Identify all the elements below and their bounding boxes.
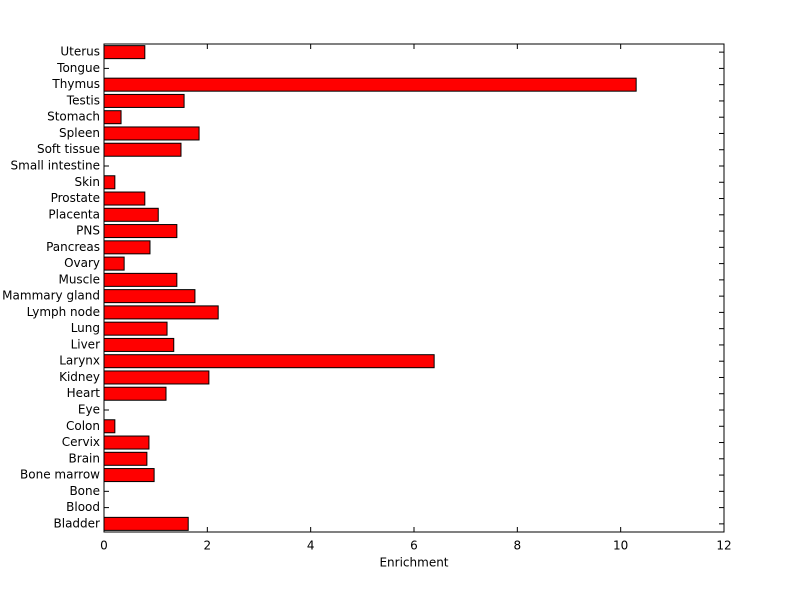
x-tick-label: 6 (410, 539, 418, 553)
bar (103, 142, 182, 157)
y-tick-label: Testis (66, 93, 100, 107)
y-tick-label: Liver (71, 337, 101, 351)
bar (103, 45, 146, 60)
x-tick-label: 8 (514, 539, 522, 553)
bar (103, 224, 178, 239)
bar (103, 305, 219, 320)
y-tick-label: Spleen (59, 126, 100, 140)
bar (103, 110, 122, 125)
x-tick-label: 0 (100, 539, 108, 553)
bar (103, 256, 125, 271)
x-tick-label: 10 (613, 539, 628, 553)
y-tick-label: Skin (74, 175, 100, 189)
bar (103, 516, 189, 531)
x-axis-label: Enrichment (379, 556, 448, 570)
y-tick-label: Eye (78, 403, 100, 417)
y-tick-label: PNS (76, 224, 100, 238)
y-tick-label: Placenta (48, 207, 100, 221)
y-tick-label: Mammary gland (2, 289, 100, 303)
bar (103, 289, 196, 304)
bar (103, 175, 116, 190)
y-tick-label: Thymus (51, 77, 100, 91)
y-tick-label: Stomach (47, 110, 100, 124)
bar (103, 354, 435, 369)
y-tick-label: Soft tissue (37, 142, 100, 156)
bar (103, 77, 637, 92)
y-tick-label: Bladder (54, 516, 101, 530)
bar (103, 419, 116, 434)
bar (103, 370, 210, 385)
bar (103, 207, 159, 222)
y-tick-label: Bone marrow (20, 468, 100, 482)
bar (103, 468, 155, 483)
y-tick-label: Cervix (62, 435, 100, 449)
y-tick-label: Bone (69, 484, 100, 498)
y-tick-label: Small intestine (11, 159, 100, 173)
y-tick-label: Uterus (60, 45, 100, 59)
y-tick-label: Larynx (59, 354, 100, 368)
y-tick-label: Tongue (56, 61, 100, 75)
y-tick-label: Pancreas (46, 240, 100, 254)
x-tick-label: 12 (716, 539, 731, 553)
bar (103, 191, 146, 206)
y-tick-label: Ovary (64, 256, 100, 270)
y-tick-label: Colon (66, 419, 100, 433)
bar (103, 240, 151, 255)
bar (103, 272, 178, 287)
bar (103, 321, 168, 336)
y-tick-label: Kidney (59, 370, 100, 384)
bar (103, 435, 150, 450)
plot-frame (103, 43, 725, 533)
bar (103, 386, 167, 401)
y-tick-label: Prostate (51, 191, 100, 205)
y-tick-label: Brain (69, 451, 100, 465)
y-tick-label: Lymph node (27, 305, 100, 319)
y-tick-label: Blood (66, 500, 100, 514)
bar (103, 451, 148, 466)
bar (103, 93, 185, 108)
bar (103, 337, 175, 352)
x-tick-label: 2 (204, 539, 212, 553)
y-tick-label: Lung (71, 321, 100, 335)
bar (103, 126, 200, 141)
x-tick-label: 4 (307, 539, 315, 553)
y-tick-label: Muscle (58, 272, 100, 286)
y-tick-label: Heart (67, 386, 101, 400)
